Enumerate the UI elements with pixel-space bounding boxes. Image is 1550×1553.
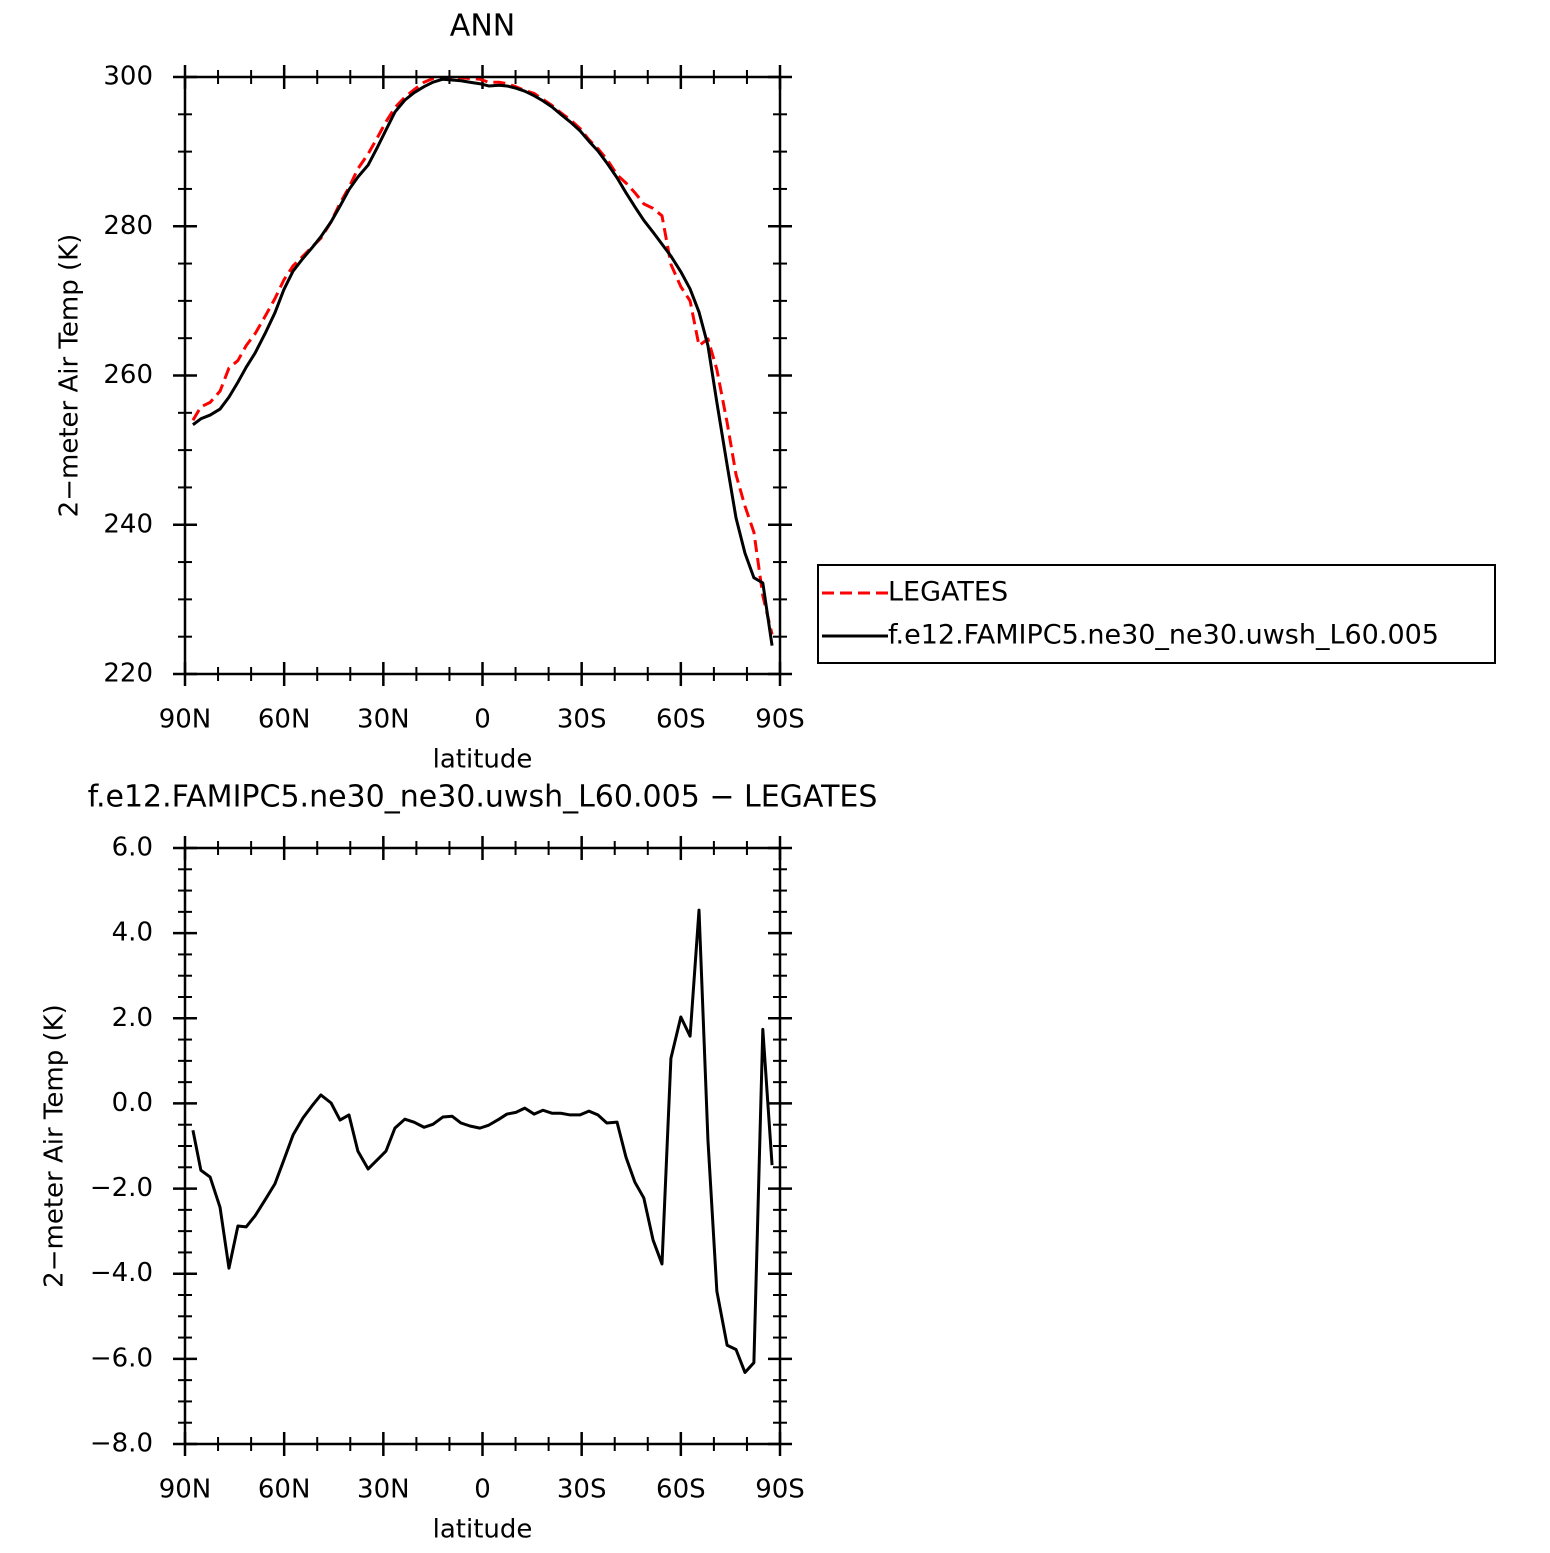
data-line xyxy=(191,908,774,1374)
y-tick-label: 220 xyxy=(103,659,153,689)
x-tick-label: 30S xyxy=(557,705,607,735)
y-tick-label: 2.0 xyxy=(112,1003,153,1033)
x-axis-label: latitude xyxy=(433,745,533,775)
x-tick-label: 30S xyxy=(557,1475,607,1505)
y-tick-label: 240 xyxy=(103,509,153,539)
x-tick-label: 60N xyxy=(258,1475,311,1505)
x-axis-label: latitude xyxy=(433,1515,533,1545)
y-tick-label: 280 xyxy=(103,211,153,241)
legend-box xyxy=(817,564,1496,664)
y-tick-label: 0.0 xyxy=(112,1088,153,1118)
y-tick-label: −2.0 xyxy=(90,1173,153,1203)
plot-frame xyxy=(183,846,782,1446)
x-tick-label: 90S xyxy=(755,1475,805,1505)
plot-frame xyxy=(183,75,782,676)
y-tick-label: −6.0 xyxy=(90,1343,153,1373)
data-line xyxy=(191,76,774,635)
data-line xyxy=(192,77,774,646)
legend-label: LEGATES xyxy=(888,577,1008,608)
x-tick-label: 60S xyxy=(656,705,706,735)
x-tick-label: 0 xyxy=(474,705,491,735)
chart-title: ANN xyxy=(450,9,515,44)
x-tick-label: 0 xyxy=(474,1475,491,1505)
x-tick-label: 90N xyxy=(159,705,212,735)
x-tick-label: 30N xyxy=(357,1475,410,1505)
y-tick-label: 300 xyxy=(103,62,153,92)
legend-label: f.e12.FAMIPC5.ne30_ne30.uwsh_L60.005 xyxy=(888,620,1439,651)
x-tick-label: 30N xyxy=(357,705,410,735)
y-tick-label: −8.0 xyxy=(90,1429,153,1459)
y-tick-label: 260 xyxy=(103,360,153,390)
x-tick-label: 60N xyxy=(258,705,311,735)
x-tick-label: 90N xyxy=(159,1475,212,1505)
chart-title: f.e12.FAMIPC5.ne30_ne30.uwsh_L60.005 − L… xyxy=(88,780,878,815)
y-axis-label: 2−meter Air Temp (K) xyxy=(40,1004,70,1288)
x-tick-label: 60S xyxy=(656,1475,706,1505)
y-tick-label: 6.0 xyxy=(112,833,153,863)
y-tick-label: −4.0 xyxy=(90,1258,153,1288)
x-tick-label: 90S xyxy=(755,705,805,735)
y-axis-label: 2−meter Air Temp (K) xyxy=(55,234,85,518)
y-tick-label: 4.0 xyxy=(112,918,153,948)
